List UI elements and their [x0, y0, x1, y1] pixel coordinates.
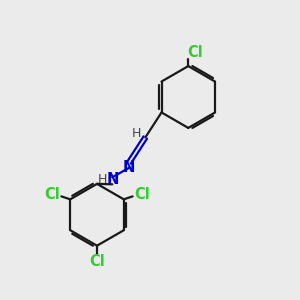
Text: H: H [132, 128, 141, 140]
Text: Cl: Cl [89, 254, 105, 268]
Text: H: H [98, 173, 107, 186]
Text: Cl: Cl [187, 45, 203, 60]
Text: Cl: Cl [44, 187, 60, 202]
Text: N: N [123, 160, 135, 175]
Text: Cl: Cl [134, 187, 150, 202]
Text: N: N [106, 172, 118, 187]
